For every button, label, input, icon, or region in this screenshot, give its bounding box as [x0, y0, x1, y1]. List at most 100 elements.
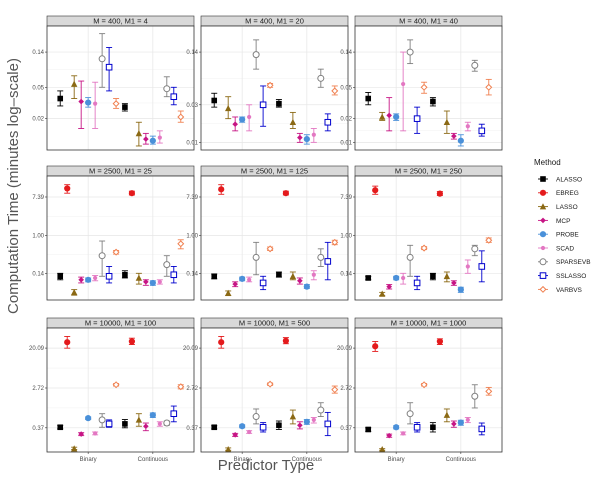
panel-background [355, 26, 502, 150]
point-mcp-continuous [451, 421, 457, 427]
legend-title: Method [534, 158, 561, 167]
panel-background [47, 26, 194, 150]
legend-label: ALASSO [556, 176, 582, 183]
point-probe-continuous [303, 283, 310, 290]
point-scad-continuous [157, 135, 162, 140]
point-varbvs-binary-group [420, 381, 428, 389]
point-ebreg-binary [218, 339, 225, 346]
point-ebreg-continuous [436, 338, 443, 345]
point-sslasso-binary-group [259, 275, 267, 291]
facet-title: M = 10000, M1 = 1000 [391, 319, 466, 328]
point-sslasso-continuous [478, 425, 486, 433]
point-sslasso-binary [259, 279, 267, 287]
point-varbvs-continuous [177, 113, 185, 121]
point-scad-continuous [311, 417, 316, 422]
point-ebreg-binary-group [218, 336, 225, 349]
point-lasso-continuous [289, 272, 297, 280]
point-lasso-continuous-group [135, 413, 143, 427]
point-lasso-binary-group [70, 445, 78, 452]
point-scad-binary [93, 275, 98, 281]
panel-border [200, 25, 349, 151]
point-alasso-binary-group [211, 424, 218, 431]
point-lasso-continuous [443, 411, 451, 418]
y-tick-label: 0.14 [186, 50, 198, 56]
point-sparsevb-continuous-group [471, 244, 479, 257]
facet-title: M = 400, M1 = 20 [245, 17, 304, 26]
point-alasso-continuous-group [275, 99, 282, 108]
facet-title: M = 2500, M1 = 25 [89, 167, 152, 176]
point-probe-binary [393, 113, 400, 121]
point-sslasso-binary [105, 420, 113, 428]
point-lasso-continuous-group [135, 121, 143, 147]
point-probe-continuous-group [457, 419, 464, 426]
point-alasso-binary [57, 273, 64, 280]
y-tick-label: 0.14 [340, 50, 352, 56]
point-mcp-binary-group [386, 97, 393, 132]
point-probe-binary [85, 415, 92, 422]
point-lasso-continuous [135, 274, 143, 281]
point-varbvs-continuous-group [485, 236, 493, 244]
legend-item-sparsevb: SPARSEVB [538, 258, 591, 266]
point-scad-binary-group [246, 429, 253, 435]
point-lasso-binary-group [224, 289, 232, 297]
point-lasso-binary [70, 80, 78, 87]
legend-key-scad [540, 245, 546, 251]
point-mcp-continuous-group [296, 421, 303, 430]
point-probe-continuous-group [303, 283, 310, 290]
point-varbvs-continuous-group [331, 85, 339, 96]
point-varbvs-continuous [177, 240, 185, 248]
point-lasso-continuous-group [443, 408, 451, 423]
point-probe-continuous [457, 419, 464, 426]
point-varbvs-continuous [331, 386, 339, 394]
point-sparsevb-binary-group [252, 408, 260, 425]
point-scad-continuous-group [156, 421, 163, 427]
point-varbvs-binary [420, 244, 428, 252]
point-scad-binary-group [400, 431, 407, 436]
y-tick-label: 0.05 [340, 85, 352, 91]
point-varbvs-continuous [485, 236, 493, 244]
facet-title: M = 400, M1 = 40 [399, 17, 458, 26]
point-alasso-binary [211, 273, 218, 280]
point-ebreg-continuous-group [128, 190, 135, 197]
facet-panel: M = 400, M1 = 20 0.01 0.03 0.14 [186, 15, 349, 151]
point-sslasso-continuous [170, 271, 178, 279]
point-sparsevb-continuous-group [471, 384, 479, 409]
point-mcp-binary-group [78, 276, 85, 284]
point-ebreg-continuous [282, 337, 289, 344]
point-alasso-binary [211, 97, 218, 104]
point-sslasso-binary-group [413, 106, 421, 134]
point-alasso-continuous-group [121, 419, 128, 429]
point-varbvs-binary [420, 381, 428, 389]
point-ebreg-binary [372, 187, 379, 194]
point-varbvs-binary [112, 248, 120, 256]
y-tick-label: 0.03 [186, 103, 198, 109]
point-scad-continuous [311, 272, 316, 277]
point-probe-continuous-group [149, 411, 156, 419]
point-varbvs-binary-group [112, 381, 120, 389]
point-alasso-continuous-group [121, 270, 128, 279]
facet-panel: M = 10000, M1 = 100 0.37 2.72 20.09 Binary Co… [29, 317, 195, 463]
point-probe-continuous [303, 136, 310, 143]
facet-panel: M = 2500, M1 = 25 0.14 1.00 7.39 [32, 165, 195, 301]
point-probe-binary-group [85, 97, 92, 108]
point-varbvs-continuous [485, 387, 493, 395]
point-mcp-continuous [297, 422, 303, 429]
point-probe-binary [85, 99, 92, 106]
panel-background [47, 176, 194, 300]
y-tick-label: 0.14 [32, 271, 44, 277]
point-sparsevb-binary [252, 413, 260, 421]
point-sparsevb-continuous-group [317, 402, 325, 418]
point-lasso-continuous [443, 272, 451, 280]
point-varbvs-binary [266, 81, 274, 89]
point-probe-binary-group [393, 424, 400, 431]
point-sslasso-continuous-group [170, 86, 178, 106]
point-sslasso-binary-group [105, 419, 113, 428]
legend-item-probe: PROBE [538, 231, 579, 239]
point-lasso-binary [378, 446, 386, 453]
panel-border [200, 175, 349, 301]
legend-key-ebreg [539, 189, 547, 196]
point-probe-binary [85, 276, 92, 283]
point-lasso-binary-group [70, 75, 78, 99]
point-sparsevb-binary-group [98, 413, 106, 428]
point-sparsevb-continuous-group [163, 419, 171, 427]
